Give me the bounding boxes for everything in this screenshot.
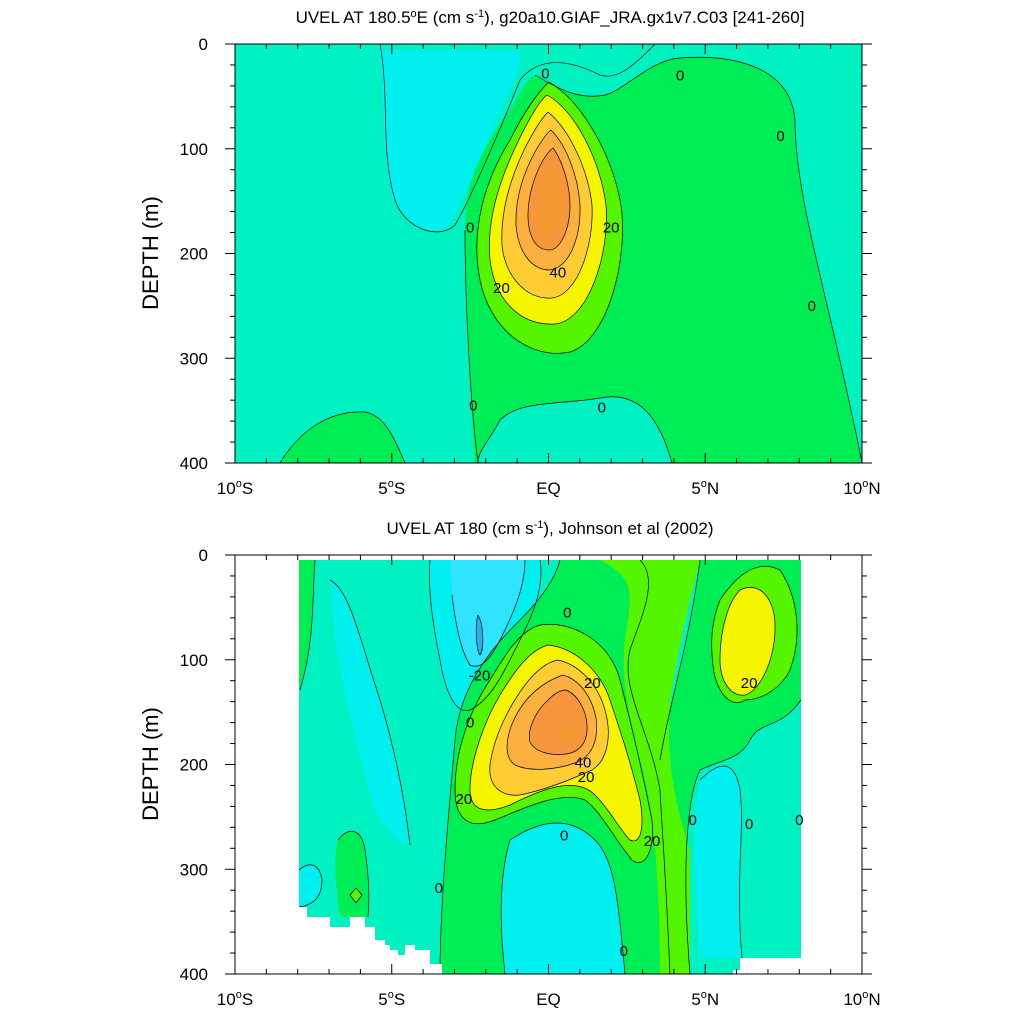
- panel-bottom-contours: [299, 560, 801, 974]
- x-tick-label: 5oS: [378, 478, 405, 498]
- contour-label: 20: [644, 833, 661, 850]
- region-green-west-edge: [299, 560, 315, 690]
- contour-labels-top: 0 0 0 0 20 20 40 0 0 0: [466, 65, 816, 416]
- panel-bottom: UVEL AT 180 (cm s-1), Johnson et al (200…: [138, 519, 881, 1009]
- contour-label: 20: [493, 280, 510, 297]
- region-50-to-55: [537, 162, 562, 236]
- region-10-to-20-east-band: [600, 560, 700, 974]
- panel-top: UVEL AT 180.5oE (cm s-1), g20a10.GIAF_JR…: [138, 8, 881, 498]
- contour-label: 0: [745, 816, 753, 833]
- y-tick-label: 300: [180, 860, 208, 879]
- y-tick-label: 200: [180, 756, 208, 775]
- region-neg10-to-0-west: [235, 50, 520, 231]
- region-neg10-to-0-south: [501, 823, 625, 974]
- x-tick-label: EQ: [536, 479, 561, 498]
- panel-top-contours: 0 0 0 0 20 20 40 0 0 0: [235, 44, 862, 463]
- contour-label: 0: [466, 219, 474, 236]
- y-tick-label: 100: [180, 651, 208, 670]
- y-tick-label: 200: [180, 245, 208, 264]
- contour-lines-bottom: [299, 560, 801, 974]
- contour-label: 0: [469, 397, 477, 414]
- contour-label: 0: [598, 399, 606, 416]
- contour-label: 40: [575, 754, 592, 771]
- x-tick-label: 5oN: [691, 989, 719, 1009]
- panel-bottom-title: UVEL AT 180 (cm s-1), Johnson et al (200…: [387, 519, 714, 538]
- region-neg20-to-neg10: [450, 560, 525, 667]
- x-tick-label: 10oS: [217, 989, 253, 1009]
- region-neg10-to-0-east: [694, 766, 742, 958]
- y-tick-label: 0: [199, 546, 208, 565]
- contour-label: -20: [469, 667, 491, 684]
- y-tick-label: 400: [180, 965, 208, 984]
- region-20-to-30-northeast: [720, 587, 776, 696]
- region-below-neg20: [476, 615, 483, 655]
- contour-label: 20: [603, 219, 620, 236]
- x-tick-label: 10oS: [217, 478, 253, 498]
- region-neg10-to-0-southwest: [299, 864, 322, 907]
- contour-label: 0: [676, 67, 684, 84]
- contour-label: 20: [578, 769, 595, 786]
- contour-label: 0: [560, 828, 568, 845]
- contour-label: 40: [550, 264, 567, 281]
- panel-top-ylabel: DEPTH (m): [138, 196, 163, 310]
- contour-label: 0: [689, 812, 697, 829]
- y-tick-label: 300: [180, 349, 208, 368]
- region-0-to-10-southwest: [280, 411, 405, 463]
- x-tick-label: EQ: [536, 990, 561, 1009]
- region-50-to-55: [560, 720, 577, 746]
- region-neg10-to-0-west-band: [330, 580, 410, 845]
- contour-label: 0: [776, 128, 784, 145]
- panel-top-title: UVEL AT 180.5oE (cm s-1), g20a10.GIAF_JR…: [296, 8, 805, 27]
- contour-label: 0: [808, 298, 816, 315]
- x-tick-label: 5oS: [378, 989, 405, 1009]
- contour-label: 0: [435, 880, 443, 897]
- y-tick-label: 100: [180, 140, 208, 159]
- y-tick-label: 400: [180, 454, 208, 473]
- x-tick-label: 10oN: [843, 989, 880, 1009]
- y-tick-label: 0: [199, 35, 208, 54]
- contour-label: 0: [795, 812, 803, 829]
- contour-label: 20: [584, 675, 601, 692]
- contour-label: 0: [620, 943, 628, 960]
- contour-label: 20: [456, 791, 473, 808]
- contour-label: 0: [563, 605, 571, 622]
- x-tick-label: 10oN: [843, 478, 880, 498]
- contour-label: 0: [541, 65, 549, 82]
- panel-bottom-ylabel: DEPTH (m): [138, 707, 163, 821]
- x-tick-label: 5oN: [691, 478, 719, 498]
- contour-label: 20: [741, 675, 758, 692]
- contour-label: 0: [466, 715, 474, 732]
